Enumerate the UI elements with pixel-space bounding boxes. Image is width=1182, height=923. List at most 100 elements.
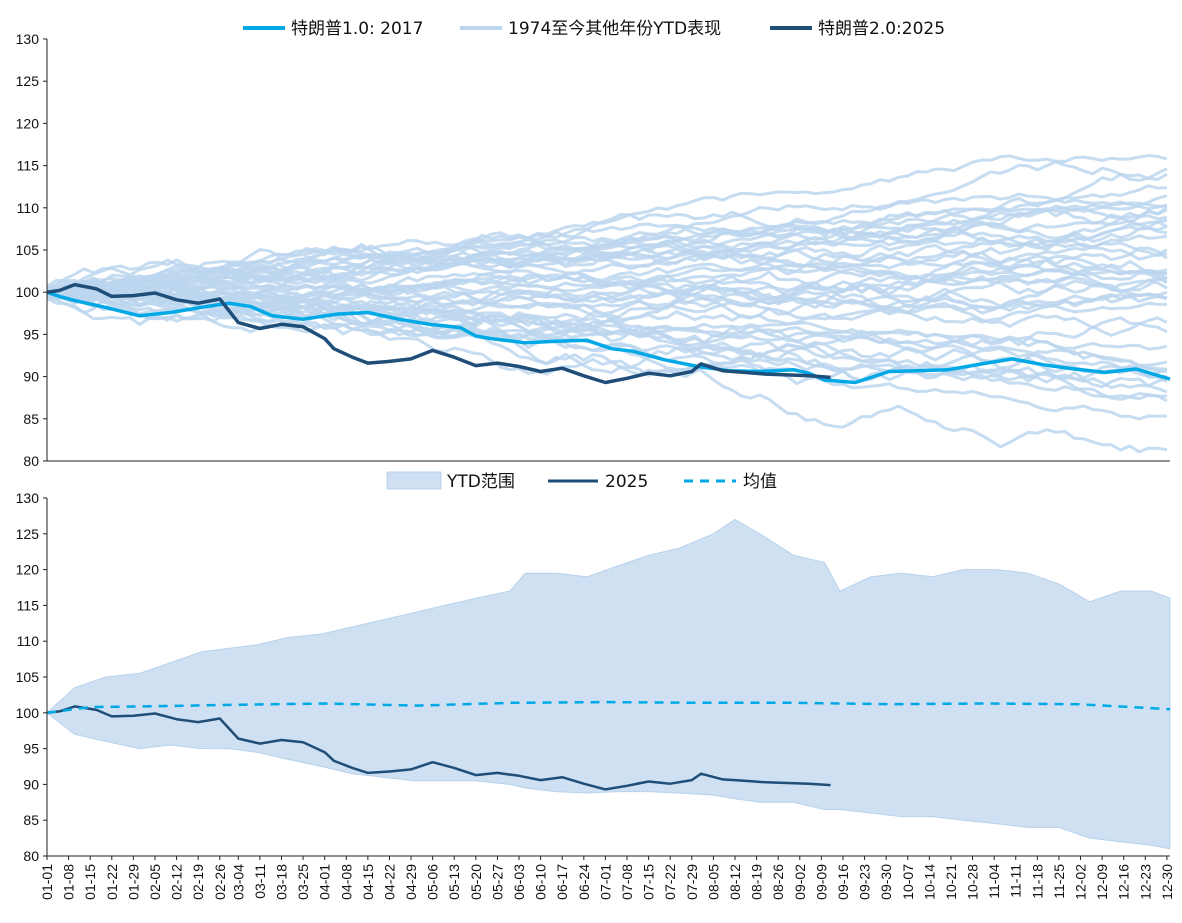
x-tick-label: 05-06 [425,864,441,900]
y-tick-label: 125 [16,73,40,89]
other-year-line [46,278,1168,384]
x-tick-label: 08-12 [727,864,743,900]
top-series-lines [46,282,1171,385]
x-tick-label: 01-29 [125,864,141,900]
x-tick-label: 02-12 [169,864,185,900]
x-tick-label: 05-27 [489,864,505,900]
x-tick-label: 07-22 [662,864,678,900]
x-tick-label: 02-05 [147,864,163,900]
legend-label-2025: 2025 [605,472,648,492]
x-tick-label: 06-17 [554,864,570,900]
x-tick-label: 07-01 [597,864,613,900]
x-tick-label: 12-30 [1159,864,1175,900]
y-tick-label: 105 [16,669,40,685]
trump1-line [46,290,1171,385]
y-tick-label: 105 [16,242,40,258]
y-tick-label: 80 [23,848,39,864]
top-axes: 80 85 90 95 100 105 110 115 120 125 130 [16,31,1170,469]
x-tick-label: 03-18 [273,864,289,900]
x-tick-label: 06-24 [576,864,592,900]
x-tick-label: 04-29 [403,864,419,900]
y-tick-label: 85 [23,411,39,427]
x-tick-label: 07-29 [684,864,700,900]
y-tick-label: 90 [23,776,39,792]
y-tick-label: 120 [16,562,40,578]
y-tick-label: 130 [16,490,40,506]
legend-label-trump1: 特朗普1.0: 2017 [291,19,423,39]
x-tick-label: 06-03 [511,864,527,900]
top-background-lines [46,154,1168,454]
x-tick-label: 10-07 [900,864,916,900]
x-tick-label: 05-20 [468,864,484,900]
legend-label-others: 1974至今其他年份YTD表现 [508,19,721,39]
x-tick-label: 12-09 [1094,864,1110,900]
y-tick-label: 120 [16,115,40,131]
x-tick-label: 08-26 [770,864,786,900]
other-year-line [46,226,1168,292]
other-year-line [46,254,1168,296]
y-tick-label: 110 [17,633,40,649]
x-tick-label: 01-15 [82,864,98,900]
x-tick-label: 11-25 [1051,864,1067,899]
other-year-line [46,218,1168,303]
x-tick-label: 03-25 [295,864,311,900]
x-tick-label: 11-18 [1029,864,1045,899]
top-legend: 特朗普1.0: 2017 1974至今其他年份YTD表现 特朗普2.0:2025 [243,19,945,39]
x-tick-label: 07-15 [641,864,657,900]
x-tick-label: 08-19 [749,864,765,900]
y-tick-label: 85 [23,812,39,828]
x-tick-label: 09-02 [792,864,808,900]
x-tick-label: 02-26 [212,864,228,900]
x-tick-label: 01-08 [61,864,77,900]
y-tick-label: 100 [16,284,40,300]
x-tick-label: 04-15 [360,864,376,900]
x-tick-label: 03-11 [252,864,268,899]
legend-label-trump2: 特朗普2.0:2025 [818,19,945,39]
x-tick-label: 12-02 [1073,864,1089,900]
x-tick-label: 09-23 [857,864,873,900]
bottom-axes: 80 85 90 95 100 105 110 115 120 125 130 01-01 01-08 0… [16,490,1175,900]
bottom-range-area [46,518,1171,850]
other-year-line [46,289,1168,371]
x-tick-label: 07-08 [619,864,635,900]
other-year-line [46,240,1168,290]
x-tick-label: 09-09 [813,864,829,900]
x-tick-label: 08-05 [705,864,721,900]
bottom-series-lines [46,700,1171,791]
x-tick-label: 01-22 [104,864,120,900]
x-tick-label: 12-16 [1116,864,1132,900]
y-tick-label: 125 [16,526,40,542]
y-tick-label: 80 [23,453,39,469]
y-tick-label: 110 [17,200,40,216]
y-tick-label: 95 [23,326,39,342]
x-tick-label: 10-14 [921,864,937,900]
mean-dashed-line [46,700,1171,715]
x-tick-label: 06-10 [533,864,549,900]
x-tick-label: 04-01 [317,864,333,900]
x-tick-label: 09-16 [835,864,851,900]
x-tick-label: 10-28 [965,864,981,900]
other-year-line [46,276,1168,326]
y-tick-label: 95 [23,741,39,757]
x-tick-label: 12-23 [1137,864,1153,900]
legend-swatch-range [386,471,442,490]
x-tick-label: 05-13 [446,864,462,900]
other-year-line [46,225,1168,291]
other-year-line [46,234,1168,297]
legend-label-mean: 均值 [743,472,777,492]
other-year-line [46,276,1168,323]
x-tick-label: 01-01 [39,864,55,900]
legend-label-range: YTD范围 [446,472,515,492]
trump2-line [46,282,831,385]
series-2025-line [46,705,831,791]
y-tick-label: 100 [16,705,40,721]
x-tick-label: 10-21 [943,864,959,900]
x-tick-label: 02-19 [190,864,206,900]
x-tick-label: 11-04 [986,864,1002,899]
x-tick-label: 09-30 [878,864,894,900]
bottom-legend: YTD范围 2025 均值 [386,471,777,492]
ytd-range-area [46,518,1171,850]
y-tick-label: 130 [16,31,40,47]
